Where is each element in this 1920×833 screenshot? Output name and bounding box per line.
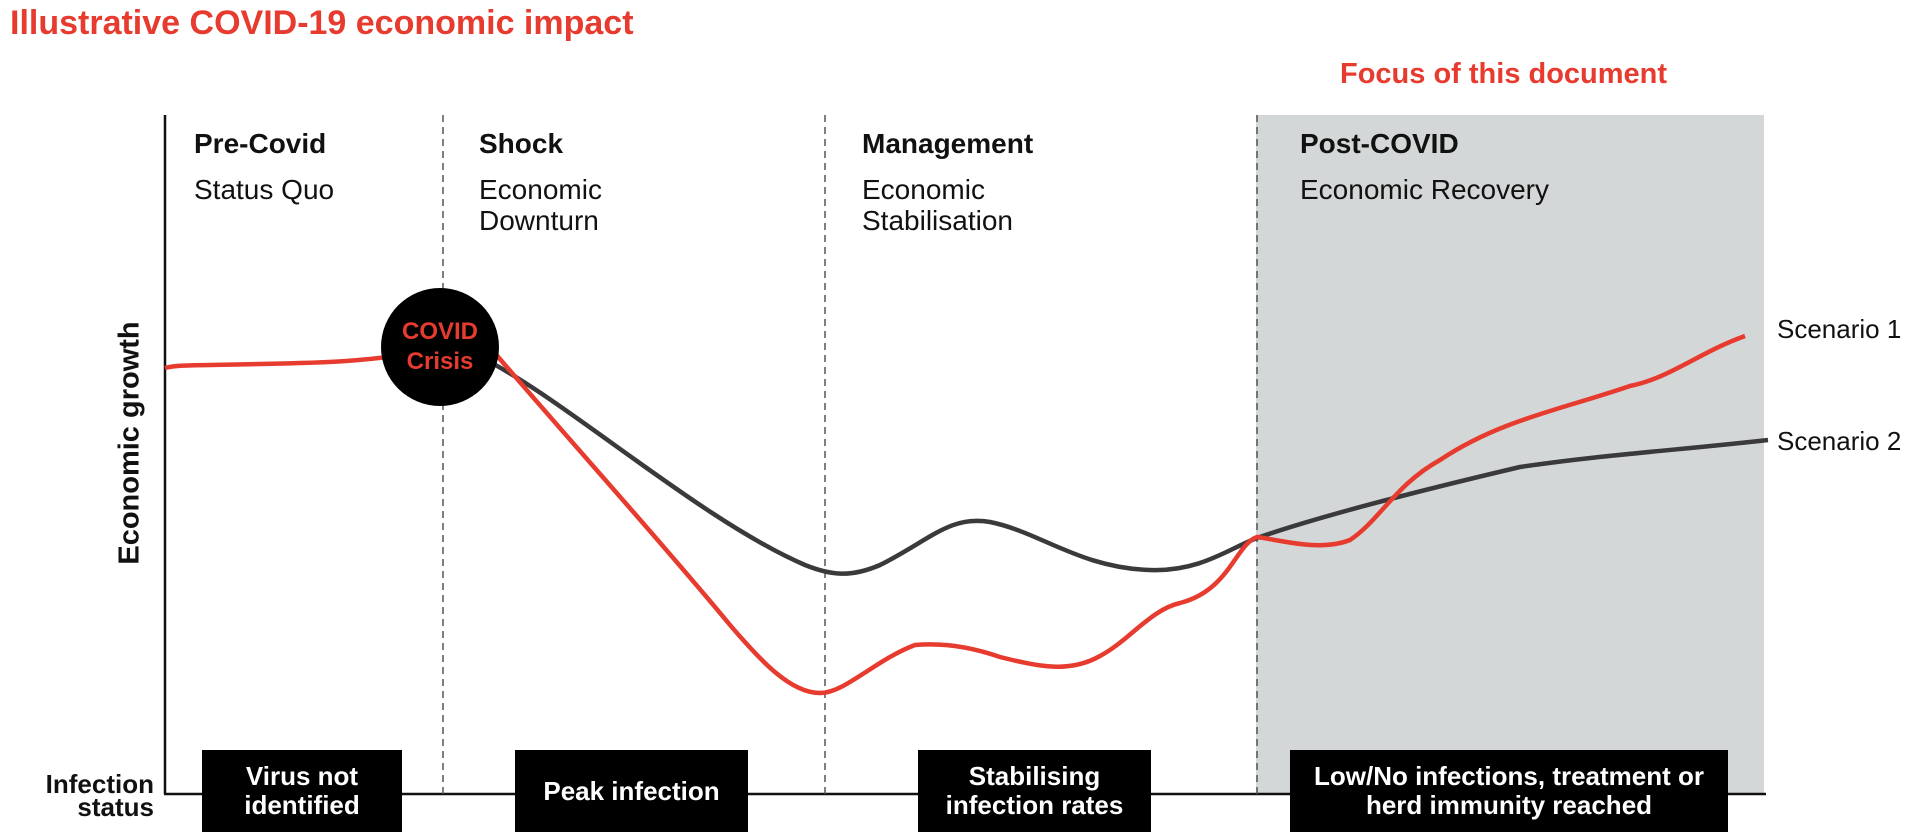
phase-subtitle-management: Economic Stabilisation: [862, 174, 1013, 236]
phase-title-post-covid: Post-COVID: [1300, 128, 1459, 159]
phase-subtitle-pre-covid: Status Quo: [194, 174, 335, 205]
covid-crisis-label: COVID Crisis: [401, 318, 478, 375]
phase-title-pre-covid: Pre-Covid: [194, 128, 327, 159]
scenario-2-line: [479, 354, 1769, 576]
infection-status-box: Low/No infections, treatment or herd imm…: [1290, 750, 1728, 832]
infection-status-label: Infection status: [45, 769, 154, 822]
diagram-title: Illustrative COVID-19 economic impact: [10, 4, 634, 42]
focus-shading: [1256, 115, 1764, 793]
covid-crisis-marker: COVID Crisis: [381, 288, 499, 406]
focus-label: Focus of this document: [1340, 58, 1668, 90]
y-axis-label: Economic growth: [113, 321, 146, 565]
phase-title-shock: Shock: [479, 128, 564, 159]
scenario-1-line: [480, 333, 1746, 696]
infection-status-box: Peak infection: [515, 750, 748, 832]
phase-title-management: Management: [862, 128, 1034, 159]
phase-subtitle-shock: Economic Downturn: [479, 174, 602, 236]
infection-status-box: Virus not identified: [202, 750, 402, 832]
pre-covid-growth-line: [164, 352, 401, 371]
infection-status-box: Stabilising infection rates: [918, 750, 1151, 832]
scenario-1-label: Scenario 1: [1777, 314, 1902, 344]
phase-subtitle-post-covid: Economic Recovery: [1300, 174, 1549, 205]
scenario-2-label: Scenario 2: [1777, 426, 1902, 456]
